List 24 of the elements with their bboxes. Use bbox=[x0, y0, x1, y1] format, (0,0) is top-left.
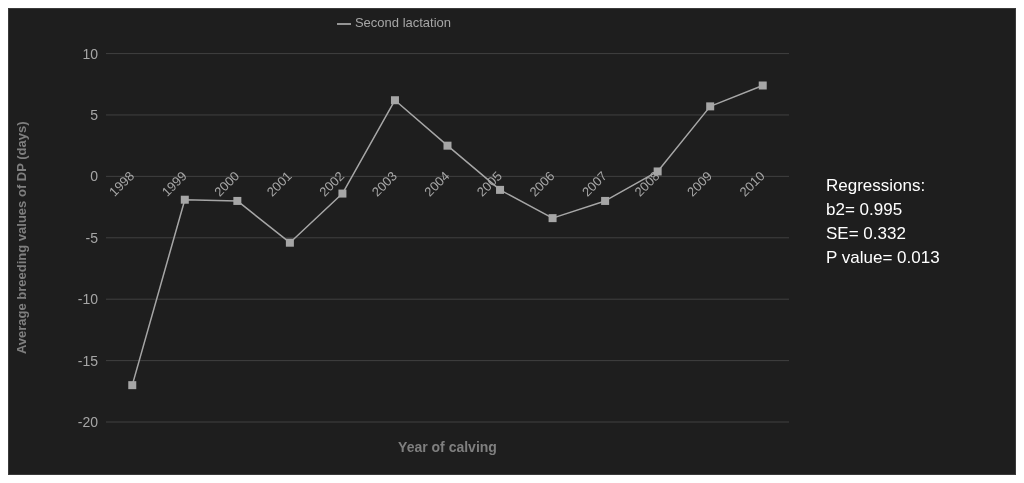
point bbox=[443, 141, 452, 150]
text: P value= 0.013 bbox=[826, 247, 940, 269]
y-tick-label: -5 bbox=[85, 229, 99, 246]
point bbox=[601, 196, 610, 205]
point bbox=[285, 238, 294, 247]
y-tick-label: 10 bbox=[82, 45, 99, 62]
y-tick-label: -10 bbox=[77, 291, 99, 308]
x-axis-title: Year of calving bbox=[397, 439, 498, 455]
text: SE= 0.332 bbox=[826, 223, 907, 245]
point bbox=[128, 381, 137, 390]
point bbox=[180, 195, 189, 204]
y-tick-label: -20 bbox=[77, 413, 99, 430]
y-tick-label: 5 bbox=[90, 106, 99, 123]
point bbox=[706, 102, 715, 111]
y-tick-label: -15 bbox=[77, 352, 99, 369]
y-tick-label: 0 bbox=[90, 168, 99, 185]
point bbox=[758, 81, 767, 90]
y-axis-title: Average breeding values of DP (days) bbox=[13, 121, 29, 355]
text: Regressions: bbox=[826, 175, 927, 197]
point bbox=[548, 214, 557, 223]
text: b2= 0.995 bbox=[826, 199, 904, 221]
point bbox=[233, 196, 242, 205]
legend-label: Second lactation bbox=[354, 15, 452, 30]
point bbox=[390, 96, 399, 105]
